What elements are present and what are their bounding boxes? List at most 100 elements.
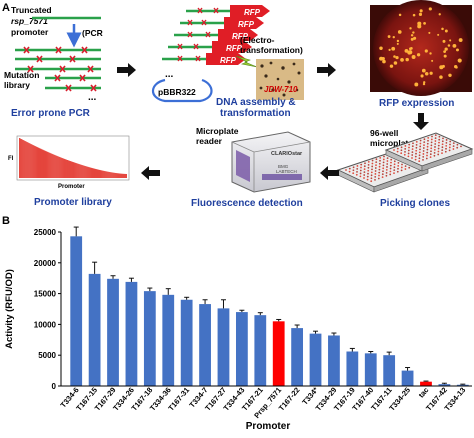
reader-sub2: LABTECH [276,169,297,174]
colony [393,61,398,65]
colony [417,21,422,26]
plasmid-label: pBBR322 [158,87,196,97]
well [430,141,433,144]
well [425,157,428,160]
well [430,138,433,141]
mini-bar [68,160,69,178]
colony [424,49,428,53]
well [422,158,424,161]
well [393,160,396,163]
well [359,175,362,178]
well [434,146,436,148]
colony [429,71,433,75]
well [367,169,370,172]
well [438,135,441,138]
well [411,145,414,148]
well [434,143,437,145]
mini-bar [52,154,54,178]
colony [439,75,443,79]
truncated-label-line2: rsp_7571 [11,16,48,26]
well [407,152,410,155]
bar-T167-42 [438,384,451,386]
bar-T167-21 [254,315,267,386]
y-tick-label: 0 [52,382,57,391]
well [378,162,381,165]
mini-bar [74,162,76,178]
colony [423,21,426,25]
well [423,144,425,147]
mini-bar [24,141,26,178]
flow-arrow-3 [413,113,429,130]
well [445,142,448,144]
well [419,139,422,142]
well [397,162,400,164]
mini-bar [71,161,72,178]
well [448,149,451,152]
colony-layer [379,7,463,87]
mutation-library-lines [15,48,101,90]
bar-T334-26 [125,281,138,386]
well [430,147,433,150]
mini-bar [41,149,43,178]
well [356,165,359,167]
colony [423,81,426,84]
mini-bar [126,173,127,178]
well [370,177,373,180]
mini-bar [111,172,113,178]
library-ellipsis: ... [88,92,97,103]
mini-bar [121,173,122,178]
well [393,169,396,172]
mini-bar [100,170,102,178]
mini-bar [19,138,20,178]
well [364,162,366,165]
mini-bar [31,144,33,178]
mini-bar [73,162,75,178]
mini-bar [33,145,35,178]
colony [412,13,416,17]
mini-bar [123,173,124,178]
mutation-label-line1: Mutation [4,70,39,80]
mini-bar [75,163,77,178]
well [408,146,410,149]
colony [421,68,426,73]
construct-ellipsis: ... [165,69,174,80]
colony [413,36,417,40]
well [386,163,389,165]
mini-bar [60,157,62,178]
well [381,173,384,176]
mini-bar [105,171,107,178]
colony [428,31,431,34]
well [389,164,392,167]
x-tick-label: tac [417,386,431,400]
mini-bar [91,167,93,178]
colony [392,35,395,39]
mini-bar [56,155,58,178]
well [445,139,448,141]
well [437,153,440,156]
well [393,166,396,169]
well [371,165,374,168]
mini-bar [106,171,108,178]
well [407,149,410,152]
colony [420,74,424,78]
well [379,156,382,159]
colony [382,59,386,64]
bar-T334-7 [199,304,211,386]
mini-bar [116,173,118,178]
mini-chart-xlabel: Promoter [58,184,85,190]
well [426,154,428,157]
mini-bar [25,141,27,178]
y-axis-ticks: 0 5000 10000 15000 20000 25000 [34,228,61,391]
well [382,167,385,170]
colony [379,56,384,61]
well [370,171,373,174]
well [352,166,355,169]
well [360,163,363,166]
colony [418,12,423,17]
colony [411,55,416,59]
well [382,161,385,164]
colony [441,27,444,31]
colony [438,13,441,16]
reader-brand: CLARIOstar [271,151,303,157]
mini-bar [64,158,65,178]
